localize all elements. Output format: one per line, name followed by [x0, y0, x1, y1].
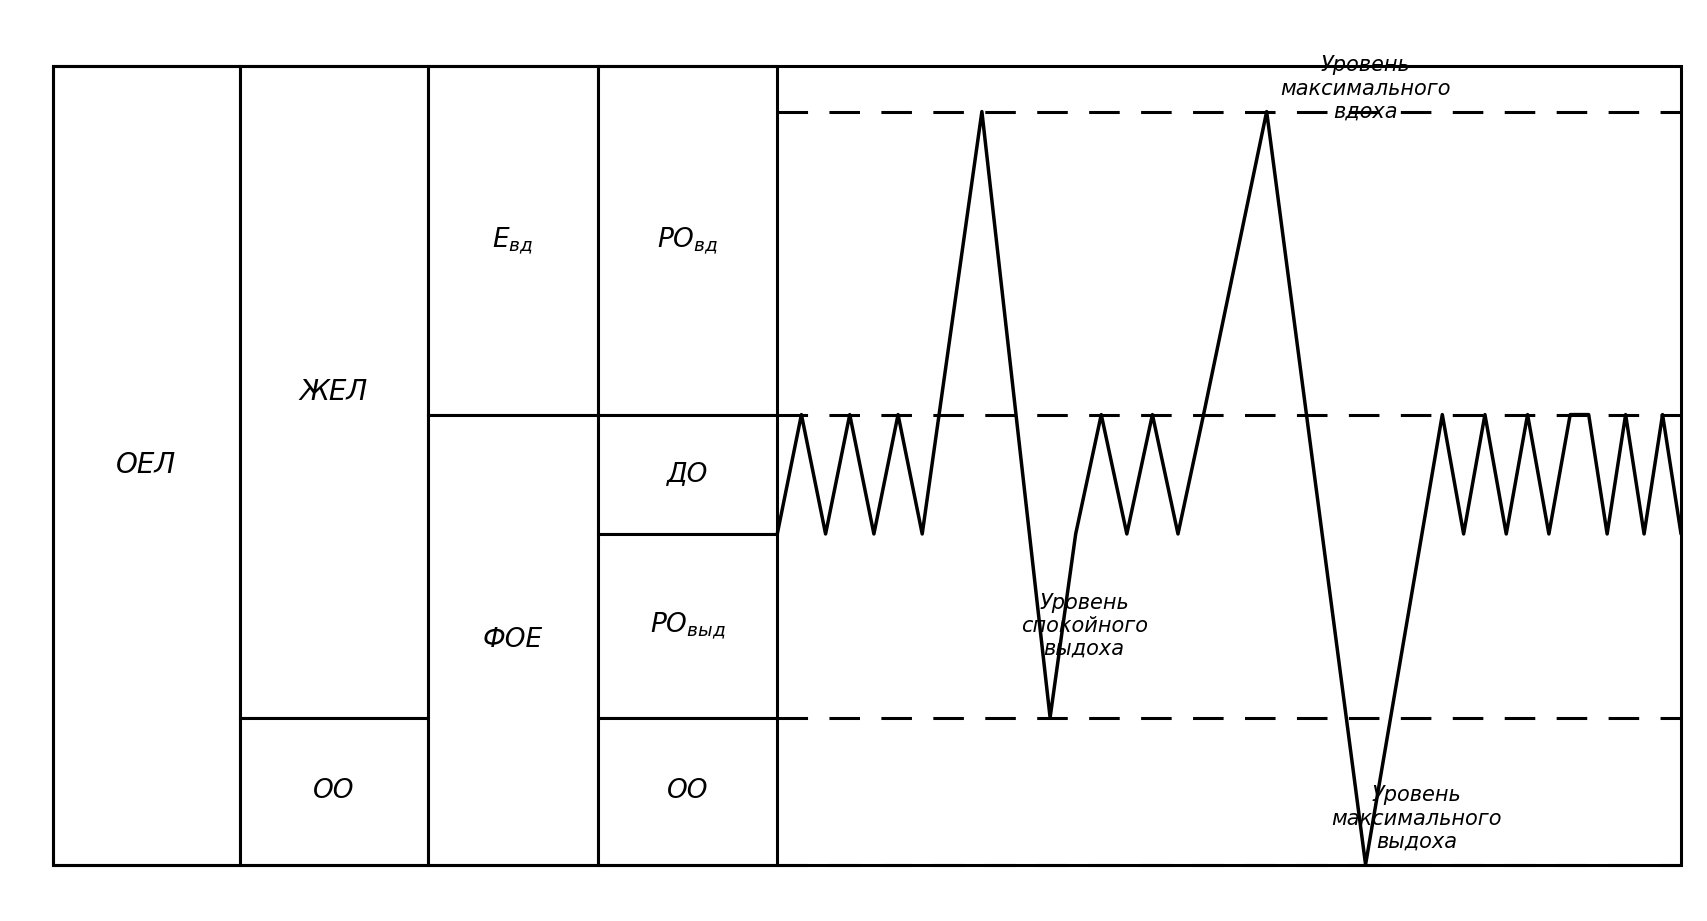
Text: ФОЕ: ФОЕ — [483, 626, 543, 653]
Bar — [597, 717, 777, 865]
Text: ОО: ОО — [667, 778, 708, 804]
Text: Уровень
максимального
вдоха: Уровень максимального вдоха — [1280, 55, 1449, 122]
Bar — [597, 534, 777, 717]
Bar — [53, 65, 241, 865]
Bar — [427, 65, 597, 414]
Text: ОО: ОО — [312, 778, 355, 804]
Bar — [427, 414, 597, 865]
Text: ДО: ДО — [667, 461, 708, 487]
Text: $РО_{вд}$: $РО_{вд}$ — [657, 225, 719, 256]
Bar — [53, 65, 1680, 865]
Bar — [241, 65, 427, 717]
Bar — [597, 65, 777, 414]
Bar — [597, 414, 777, 534]
Text: Уровень
максимального
выдоха: Уровень максимального выдоха — [1331, 786, 1500, 852]
Text: $E_{вд}$: $E_{вд}$ — [492, 225, 533, 256]
Text: $РО_{выд}$: $РО_{выд}$ — [649, 611, 725, 641]
Bar — [241, 717, 427, 865]
Text: ЖЕЛ: ЖЕЛ — [300, 378, 367, 405]
Text: Уровень
спокойного
выдоха: Уровень спокойного выдоха — [1021, 592, 1147, 659]
Text: ОЕЛ: ОЕЛ — [116, 451, 176, 479]
